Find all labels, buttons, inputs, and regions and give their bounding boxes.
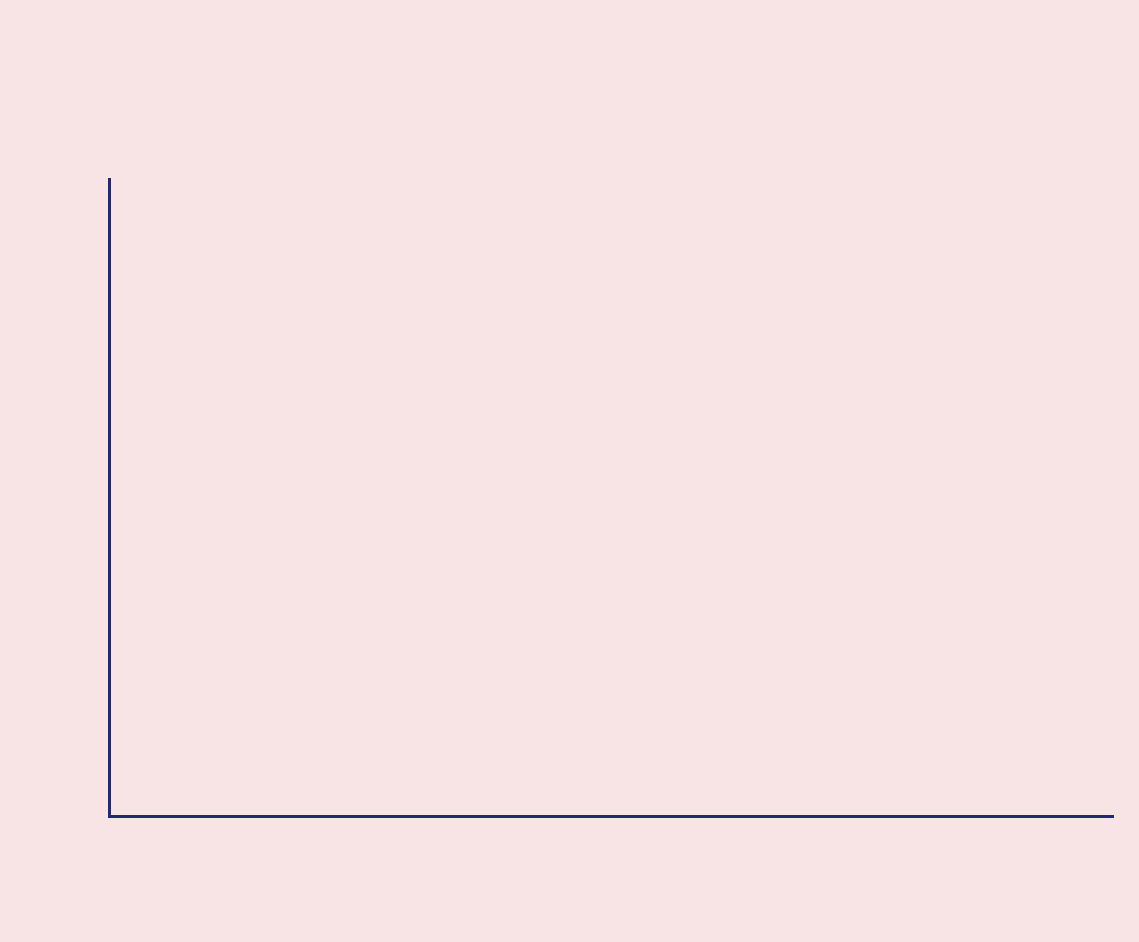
bars-container [111,178,1114,815]
plot-frame [108,178,1114,818]
chart-area [108,178,1114,818]
